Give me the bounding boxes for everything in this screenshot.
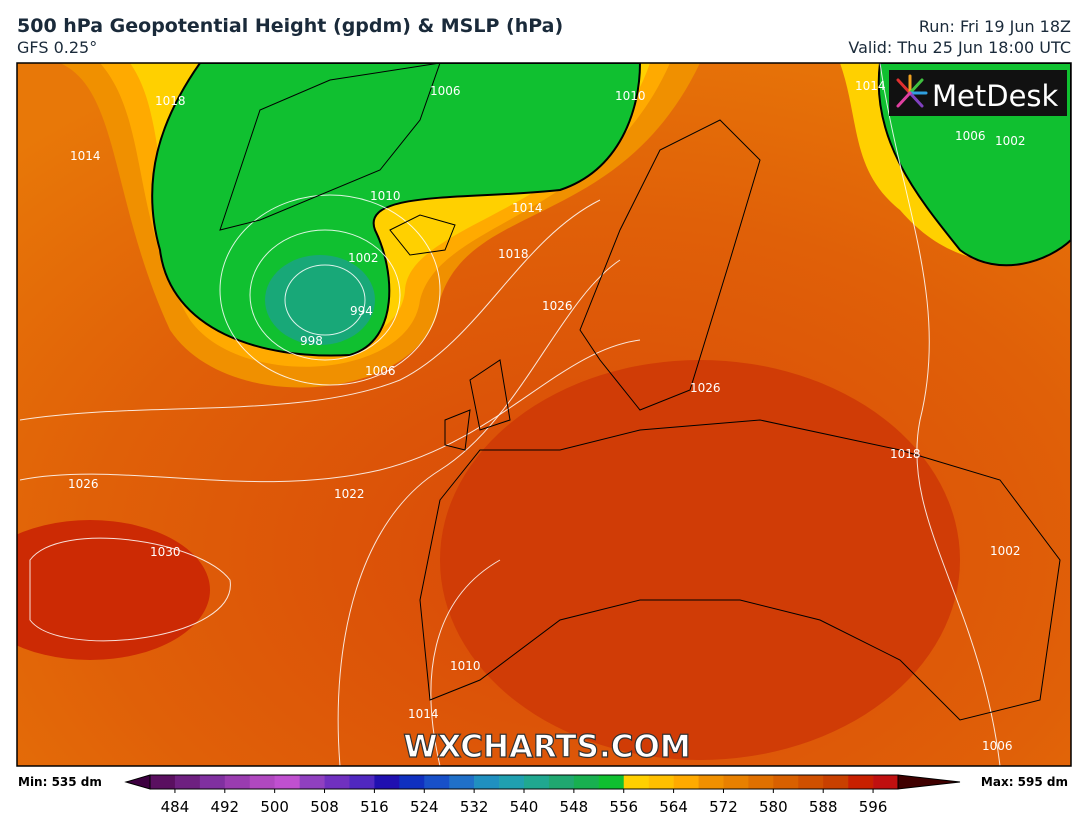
isobar-label: 1026 [68, 477, 99, 491]
colorbar-swatch [224, 775, 251, 789]
isobar-label: 1002 [348, 251, 379, 265]
colorbar-tick-label: 540 [510, 798, 539, 816]
isobar-label: 1014 [855, 79, 886, 93]
run: Run: Fri 19 Jun 18Z [919, 17, 1071, 36]
colorbar-tick-label: 548 [560, 798, 589, 816]
colorbar-tick-label: 484 [161, 798, 190, 816]
colorbar-tick-label: 500 [260, 798, 289, 816]
isobar-label: 1022 [334, 487, 365, 501]
colorbar-tick-label: 492 [210, 798, 239, 816]
colorbar-swatch [299, 775, 325, 789]
colorbar-swatch [349, 775, 375, 789]
colorbar-swatch [424, 775, 450, 789]
isobar-label: 994 [350, 304, 373, 318]
map [17, 63, 1071, 766]
isobar-labels: 1018 1014 1006 1010 1014 1010 1002 994 9… [68, 79, 1026, 753]
colorbar-swatch [623, 775, 649, 789]
colorbar-tick-label: 556 [609, 798, 638, 816]
colorbar-tick-label: 532 [460, 798, 489, 816]
map-frame [16, 62, 1072, 767]
colorbar-swatch [474, 775, 500, 789]
colorbar-swatch [548, 775, 575, 789]
colorbar-tick-label: 588 [809, 798, 838, 816]
title: 500 hPa Geopotential Height (gpdm) & MSL… [17, 15, 563, 37]
colorbar-swatch [648, 775, 674, 789]
colorbar-swatch [798, 775, 824, 789]
colorbar-swatch [723, 775, 749, 789]
colorbar: 484 492 500 508 516 524 532 540 548 556 564 572 580 5… [124, 774, 961, 816]
isobar-label: 1018 [155, 94, 186, 108]
isobar-label: 1002 [995, 134, 1026, 148]
subtitle: GFS 0.25° [17, 38, 97, 57]
isobar-label: 1006 [982, 739, 1013, 753]
colorbar-max: Max: 595 dm [981, 775, 1068, 789]
isobar-label: 1010 [370, 189, 401, 203]
colorbar-swatch [324, 775, 350, 789]
colorbar-tick-label: 580 [759, 798, 788, 816]
isobar-label: 1030 [150, 545, 181, 559]
isobar-label: 1026 [542, 299, 573, 313]
isobar-label: 1026 [690, 381, 721, 395]
colorbar-tick-label: 564 [659, 798, 688, 816]
colorbar-swatch [748, 775, 774, 789]
watermark: WXCHARTS.COM [403, 729, 690, 765]
colorbar-swatch [823, 775, 849, 789]
isobar-label: 1014 [512, 201, 543, 215]
colorbar-swatch [773, 775, 799, 789]
isobar-label: 1006 [430, 84, 461, 98]
colorbar-swatch [150, 775, 176, 789]
colorbar-swatch [499, 775, 525, 789]
isobar-label: 998 [300, 334, 323, 348]
isobar-label: 1018 [890, 447, 921, 461]
isobar-label: 1010 [615, 89, 646, 103]
isobar-label: 1006 [365, 364, 396, 378]
logo: MetDesk [889, 70, 1067, 116]
colorbar-swatch [199, 775, 226, 789]
colorbar-swatch [274, 775, 300, 789]
colorbar-swatch [524, 775, 550, 789]
colorbar-tick-label: 596 [859, 798, 888, 816]
colorbar-tick-label: 572 [709, 798, 738, 816]
colorbar-swatch [873, 775, 899, 789]
colorbar-swatch [399, 775, 425, 789]
colorbar-swatch [573, 775, 600, 789]
logo-text: MetDesk [932, 79, 1059, 113]
colorbar-swatch [249, 775, 275, 789]
colorbar-swatch [698, 775, 724, 789]
valid: Valid: Thu 25 Jun 18:00 UTC [848, 38, 1071, 57]
colorbar-min: Min: 535 dm [18, 775, 102, 789]
isobar-label: 1006 [955, 129, 986, 143]
colorbar-swatch [374, 775, 400, 789]
colorbar-swatch [848, 775, 874, 789]
isobar-label: 1002 [990, 544, 1021, 558]
colorbar-swatch [598, 775, 625, 789]
isobar-label: 1014 [70, 149, 101, 163]
isobar-label: 1014 [408, 707, 439, 721]
colorbar-swatch [174, 775, 201, 789]
colorbar-tick-label: 524 [410, 798, 439, 816]
colorbar-swatch [673, 775, 699, 789]
colorbar-tick-label: 508 [310, 798, 339, 816]
isobar-label: 1018 [498, 247, 529, 261]
colorbar-swatch [449, 775, 475, 789]
colorbar-tick-label: 516 [360, 798, 389, 816]
isobar-label: 1010 [450, 659, 481, 673]
